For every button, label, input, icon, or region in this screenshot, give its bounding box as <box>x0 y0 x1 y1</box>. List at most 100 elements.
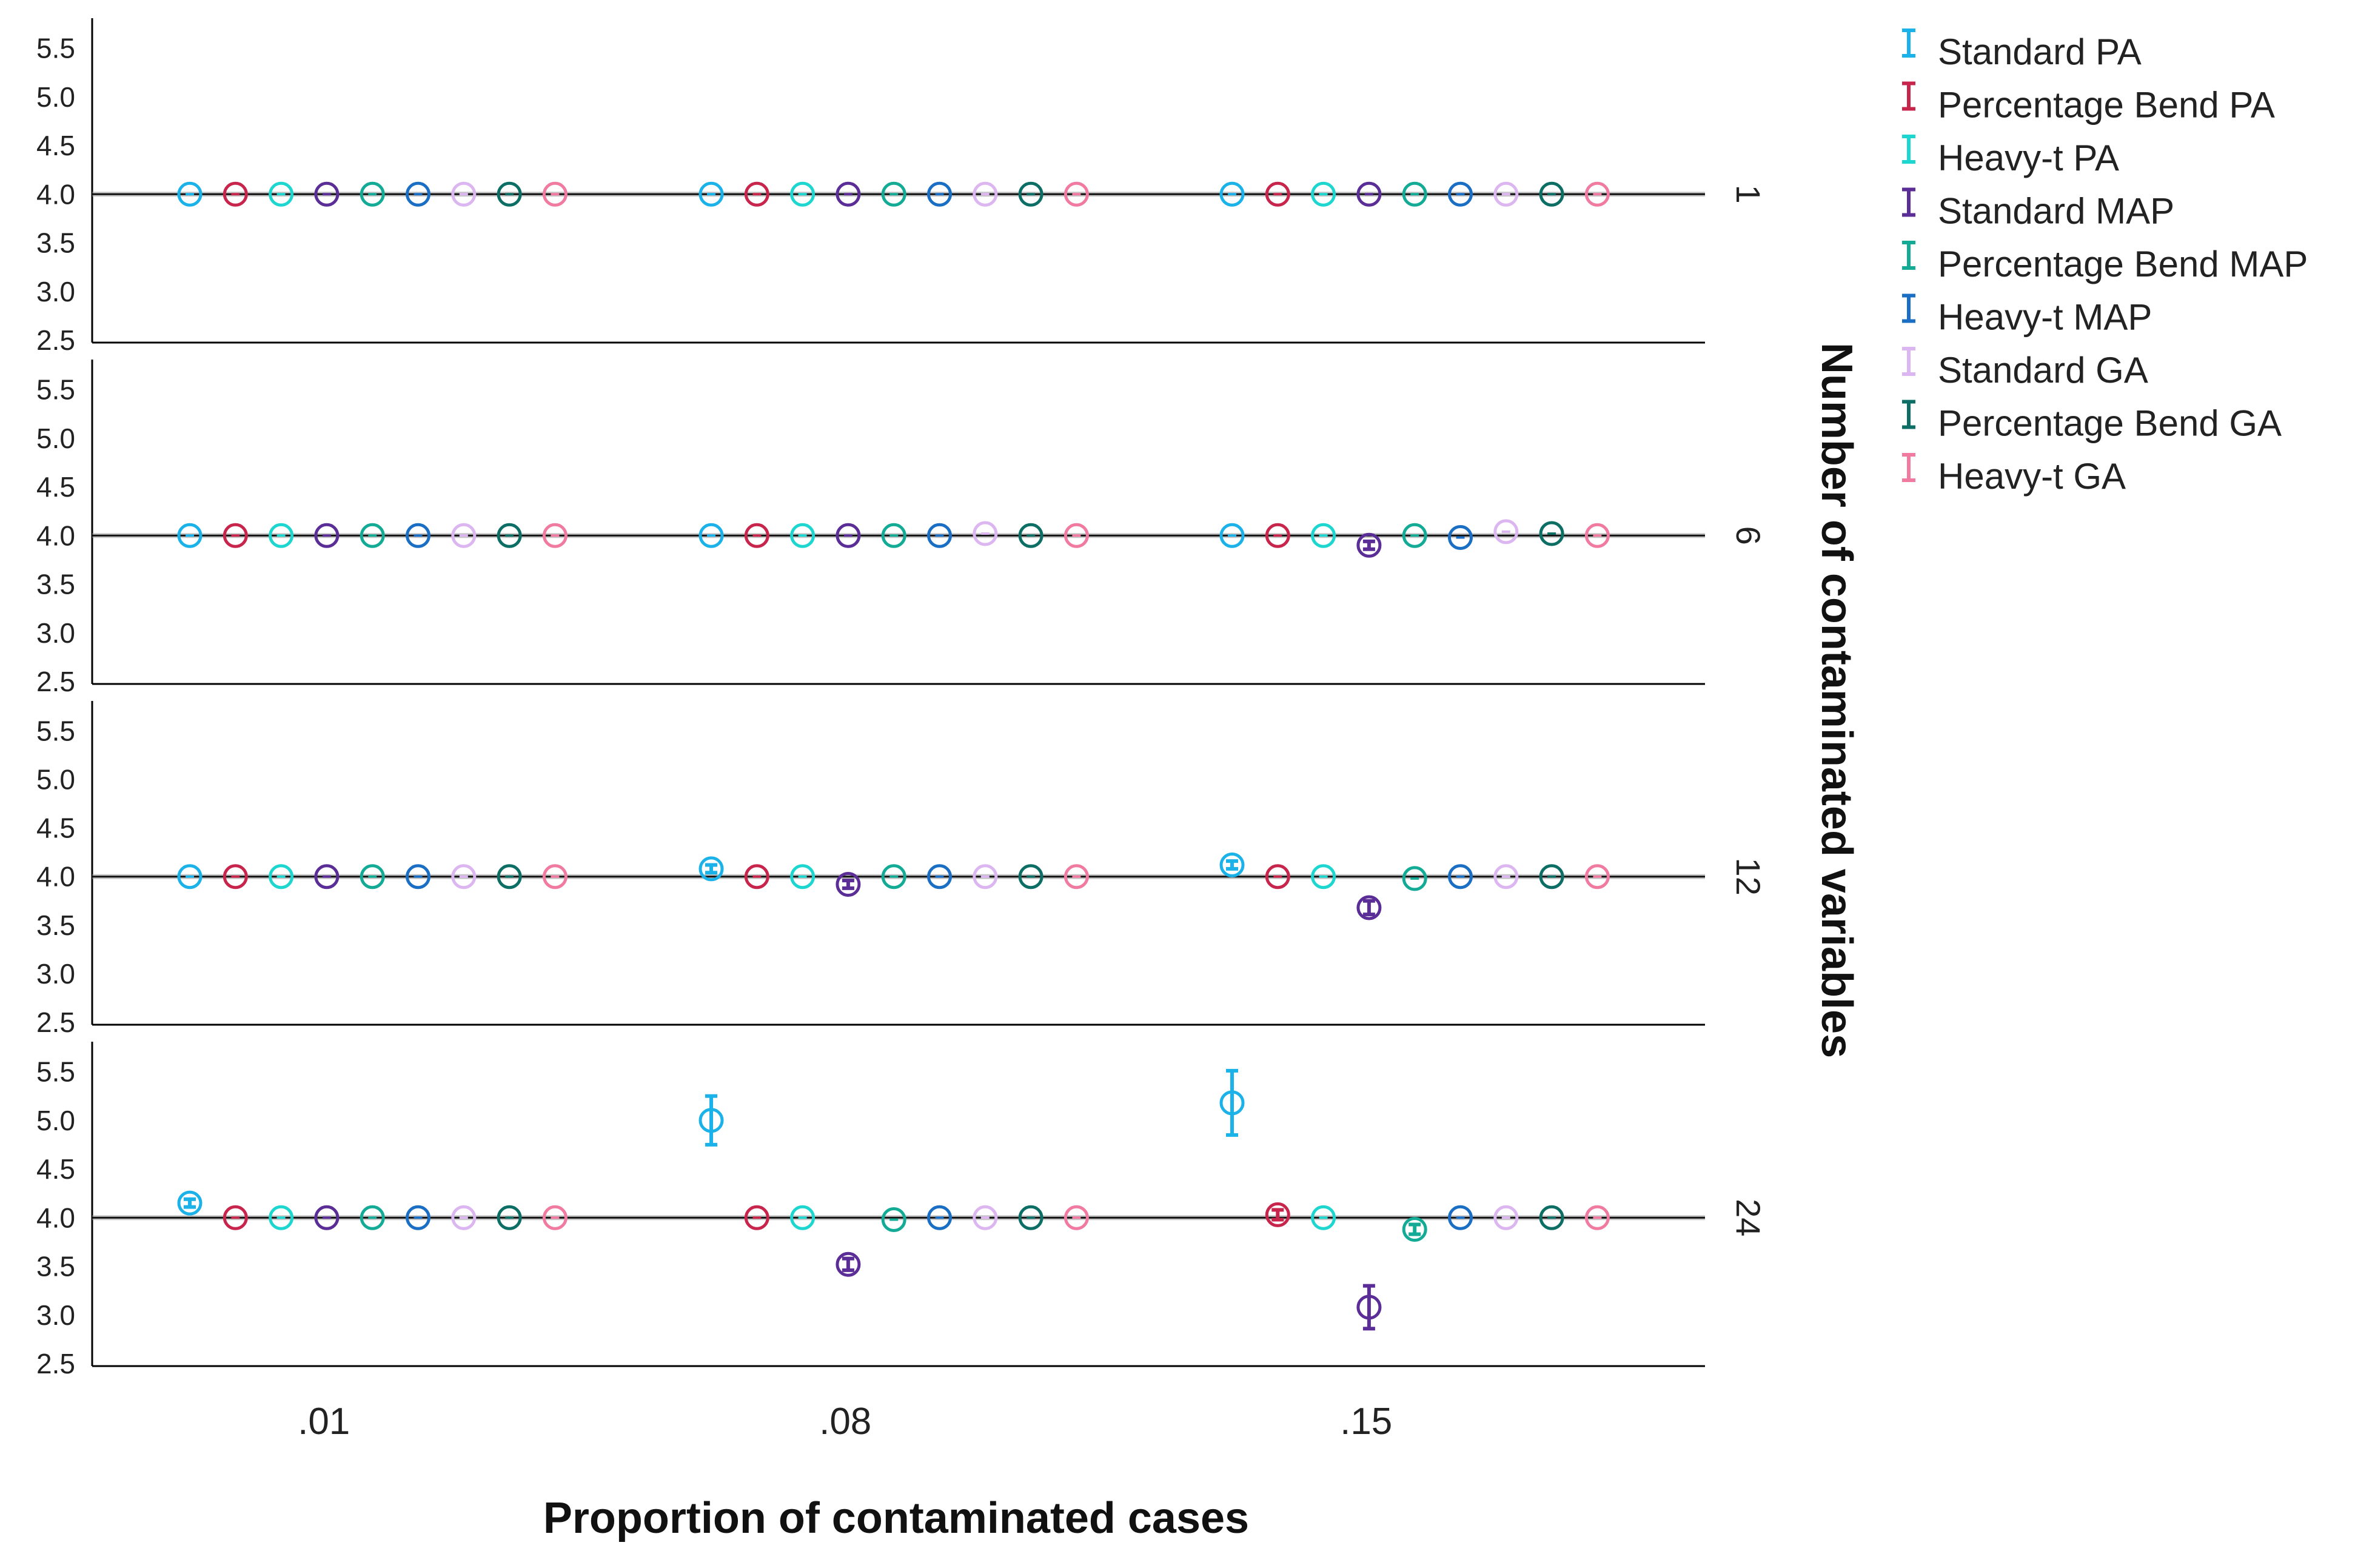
data-point <box>542 181 568 207</box>
marker-heavy-t-map <box>1448 524 1473 550</box>
data-point <box>927 181 952 207</box>
y-tick-label: 3.0 <box>36 958 75 990</box>
marker-standard-pa <box>1219 181 1245 207</box>
y-tick-label: 5.0 <box>36 1105 75 1136</box>
marker-heavy-t-ga <box>1064 864 1089 890</box>
marker-percentage-bend-pa <box>1265 523 1290 548</box>
data-point <box>1493 519 1519 544</box>
marker-percentage-bend-ga <box>497 864 522 890</box>
marker-heavy-t-pa <box>269 523 294 548</box>
y-tick-label: 2.5 <box>36 1007 75 1038</box>
data-point <box>1539 181 1564 207</box>
marker-standard-pa <box>1219 1068 1245 1137</box>
data-point <box>406 1205 430 1230</box>
legend: Standard PA Percentage Bend PA Heavy-t PA S… <box>1902 28 2308 497</box>
facet-panel-24: 2.5 3.0 3.5 4.0 4.5 5.0 5.5 24 <box>36 1042 1767 1379</box>
marker-percentage-bend-ga <box>1539 521 1564 546</box>
marker-heavy-t-pa <box>269 181 294 207</box>
data-point <box>406 864 430 890</box>
data-point <box>1448 524 1473 550</box>
legend-item: Percentage Bend PA <box>1902 81 2275 126</box>
data-point <box>836 1251 861 1277</box>
facet-axis-title: Number of contaminated variables <box>1812 343 1861 1058</box>
legend-item: Standard GA <box>1902 347 2148 390</box>
data-point <box>269 523 294 548</box>
data-point <box>177 1190 203 1216</box>
data-point <box>223 864 248 890</box>
legend-item: Heavy-t PA <box>1902 135 2119 178</box>
data-point <box>698 181 724 207</box>
marker-standard-pa <box>177 1190 203 1216</box>
marker-heavy-t-map <box>406 1205 430 1230</box>
marker-percentage-bend-ga <box>1018 181 1043 207</box>
marker-percentage-bend-ga <box>497 523 522 548</box>
data-point <box>542 1205 568 1230</box>
data-point <box>1311 1205 1336 1230</box>
data-point <box>1402 1217 1427 1242</box>
legend-label: Standard PA <box>1938 32 2142 72</box>
data-point <box>177 864 203 890</box>
data-point <box>1018 1205 1043 1230</box>
data-point <box>1584 181 1610 207</box>
marker-heavy-t-pa <box>1311 181 1336 207</box>
x-tick-label: .01 <box>298 1401 350 1442</box>
marker-percentage-bend-map <box>360 1205 385 1230</box>
legend-label: Heavy-t PA <box>1938 138 2119 178</box>
data-point <box>1539 1205 1564 1230</box>
data-point <box>1448 864 1473 890</box>
marker-heavy-t-ga <box>1584 181 1610 207</box>
data-point <box>1219 523 1245 548</box>
marker-percentage-bend-map <box>881 181 906 207</box>
data-point <box>790 1205 816 1230</box>
legend-label: Heavy-t MAP <box>1938 297 2152 338</box>
marker-standard-map <box>314 181 340 207</box>
marker-standard-map <box>314 1205 340 1230</box>
data-point <box>1356 181 1382 207</box>
marker-heavy-t-map <box>1448 181 1473 207</box>
marker-standard-pa <box>177 181 203 207</box>
marker-percentage-bend-pa <box>744 523 769 548</box>
data-point <box>927 1205 952 1230</box>
marker-heavy-t-pa <box>269 1205 294 1230</box>
y-tick-label: 3.5 <box>36 910 75 941</box>
marker-standard-pa <box>698 1094 724 1147</box>
data-point <box>927 523 952 548</box>
y-tick-label: 4.0 <box>36 178 75 210</box>
y-tick-label: 4.0 <box>36 520 75 551</box>
marker-percentage-bend-pa <box>744 181 769 207</box>
marker-standard-ga <box>1493 1205 1519 1230</box>
y-tick-label: 3.5 <box>36 227 75 259</box>
marker-standard-map <box>836 1251 861 1277</box>
data-point <box>497 181 522 207</box>
marker-heavy-t-map <box>927 523 952 548</box>
marker-heavy-t-pa <box>1311 1205 1336 1230</box>
marker-standard-map <box>1356 895 1382 920</box>
data-point <box>451 1205 477 1230</box>
data-point <box>881 181 906 207</box>
data-point <box>1064 523 1089 548</box>
marker-heavy-t-map <box>406 864 430 890</box>
data-point <box>881 1207 906 1232</box>
marker-heavy-t-ga <box>1584 1205 1610 1230</box>
data-point <box>698 856 724 882</box>
marker-heavy-t-map <box>927 864 952 890</box>
y-tick-label: 4.5 <box>36 812 75 844</box>
marker-heavy-t-map <box>1448 1205 1473 1230</box>
marker-standard-ga <box>451 181 477 207</box>
marker-standard-map <box>1356 532 1382 558</box>
data-point <box>497 864 522 890</box>
marker-percentage-bend-pa <box>223 523 248 548</box>
marker-standard-ga <box>1493 864 1519 890</box>
data-point <box>451 864 477 890</box>
marker-heavy-t-map <box>1448 864 1473 890</box>
data-point <box>1493 1205 1519 1230</box>
y-tick-label: 3.0 <box>36 617 75 649</box>
marker-standard-ga <box>1493 181 1519 207</box>
marker-percentage-bend-map <box>1402 181 1427 207</box>
marker-percentage-bend-pa <box>744 1205 769 1230</box>
marker-percentage-bend-ga <box>1539 864 1564 890</box>
marker-percentage-bend-ga <box>1018 523 1043 548</box>
marker-standard-ga <box>973 181 998 207</box>
facet-panel-6: 2.5 3.0 3.5 4.0 4.5 5.0 5.5 6 <box>36 360 1767 697</box>
data-point <box>1493 864 1519 890</box>
